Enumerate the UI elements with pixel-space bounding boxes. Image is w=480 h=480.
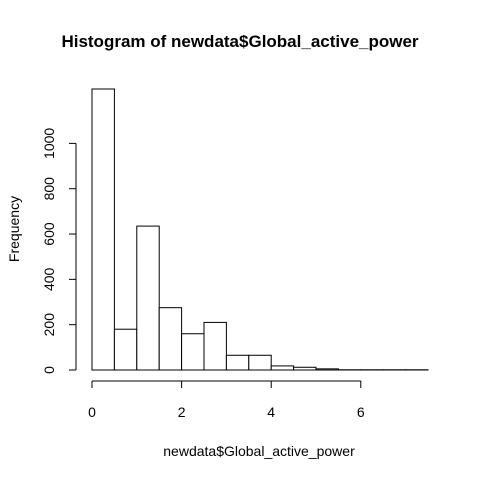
histogram-bar xyxy=(158,307,183,371)
x-tick-label: 4 xyxy=(267,404,275,420)
y-axis: 0 200 400 600 800 1000 xyxy=(41,128,77,374)
y-tick-label: 400 xyxy=(41,267,57,291)
x-tick-label: 6 xyxy=(357,404,365,420)
y-axis-label: Frequency xyxy=(6,196,22,262)
y-tick-label: 0 xyxy=(41,366,57,374)
y-tick-label: 800 xyxy=(41,177,57,201)
histogram-bar xyxy=(203,321,227,371)
bars-group xyxy=(91,88,429,371)
histogram-bar xyxy=(181,333,205,371)
x-axis-label: newdata$Global_active_power xyxy=(163,443,355,459)
x-axis: 0 2 4 6 xyxy=(88,380,365,420)
histogram-bar xyxy=(270,365,295,371)
x-tick-label: 2 xyxy=(178,404,186,420)
histogram-bar xyxy=(136,225,160,371)
histogram-bar xyxy=(315,368,339,371)
chart-title: Histogram of newdata$Global_active_power xyxy=(61,32,418,51)
histogram-bar xyxy=(91,88,115,371)
histogram-bar xyxy=(293,366,317,371)
histogram-bar xyxy=(113,328,138,371)
y-tick-label: 1000 xyxy=(41,128,57,159)
y-tick-label: 600 xyxy=(41,222,57,246)
histogram-bar xyxy=(248,354,272,371)
x-tick-label: 0 xyxy=(88,404,96,420)
histogram-bar xyxy=(225,354,250,371)
y-tick-label: 200 xyxy=(41,313,57,337)
